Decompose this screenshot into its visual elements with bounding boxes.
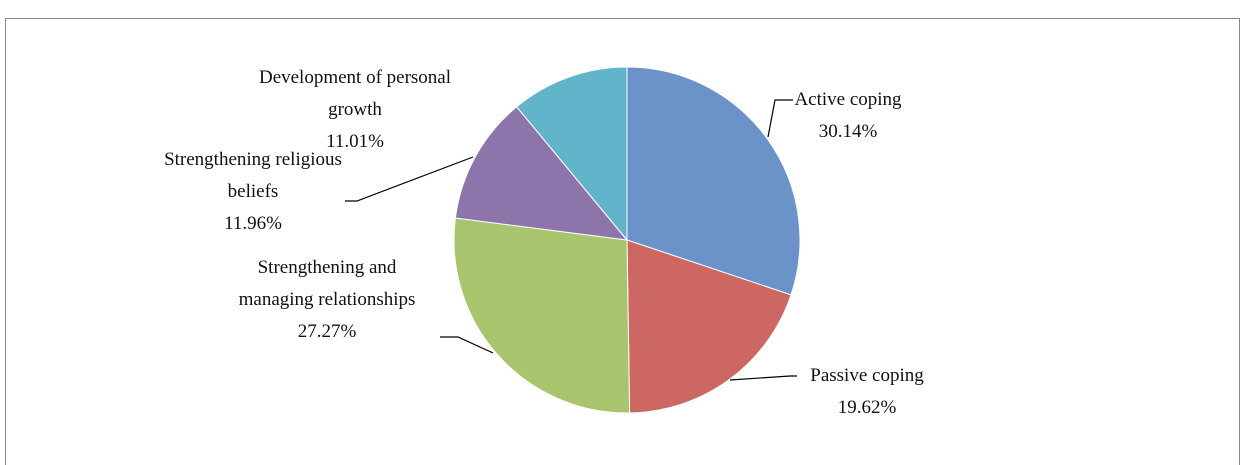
category-name: Active coping bbox=[743, 84, 953, 116]
value-label: 27.27% bbox=[222, 316, 432, 348]
value-label: 11.96% bbox=[148, 208, 358, 240]
leader-line bbox=[345, 157, 473, 201]
value-label: 30.14% bbox=[743, 116, 953, 148]
category-name: Strengthening and managing relationships bbox=[222, 252, 432, 316]
category-name: Passive coping bbox=[762, 360, 972, 392]
pie-slice bbox=[454, 218, 630, 413]
category-name: Development of personal growth bbox=[250, 62, 460, 126]
value-label: 19.62% bbox=[762, 392, 972, 424]
slice-label: Strengthening and managing relationships… bbox=[222, 252, 432, 348]
value-label: 11.01% bbox=[250, 126, 460, 158]
page: (() => { const data = JSON.parse(documen… bbox=[0, 0, 1246, 465]
